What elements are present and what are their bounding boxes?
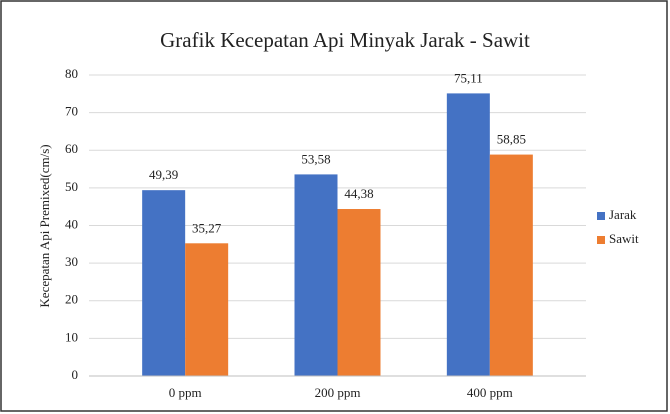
y-tick-label: 10	[65, 329, 78, 344]
y-tick-label: 60	[65, 141, 78, 156]
bar	[337, 209, 381, 376]
data-label: 75,11	[454, 70, 483, 85]
bar	[294, 174, 338, 376]
bar	[185, 243, 229, 376]
bar	[142, 190, 186, 376]
x-tick-label: 400 ppm	[467, 385, 513, 400]
y-tick-label: 70	[65, 104, 78, 119]
legend-swatch	[597, 212, 605, 220]
y-axis-label: Kecepatan Api Premixed(cm/s)	[37, 144, 52, 307]
chart-title: Grafik Kecepatan Api Minyak Jarak - Sawi…	[160, 28, 530, 52]
data-label: 35,27	[192, 220, 222, 235]
data-label: 53,58	[301, 151, 330, 166]
y-tick-label: 20	[65, 292, 78, 307]
x-tick-label: 0 ppm	[169, 385, 202, 400]
legend-swatch	[597, 236, 605, 244]
data-label: 58,85	[497, 132, 526, 147]
data-label: 49,39	[149, 167, 178, 182]
y-tick-label: 50	[65, 179, 78, 194]
bar	[446, 93, 490, 377]
y-tick-label: 80	[65, 66, 78, 81]
data-label: 44,38	[344, 186, 373, 201]
y-tick-label: 40	[65, 216, 78, 231]
y-tick-label: 0	[72, 367, 79, 382]
legend-label: Sawit	[609, 231, 639, 246]
bar	[489, 154, 533, 376]
y-tick-label: 30	[65, 254, 78, 269]
legend-label: Jarak	[609, 207, 637, 222]
x-tick-label: 200 ppm	[315, 385, 361, 400]
